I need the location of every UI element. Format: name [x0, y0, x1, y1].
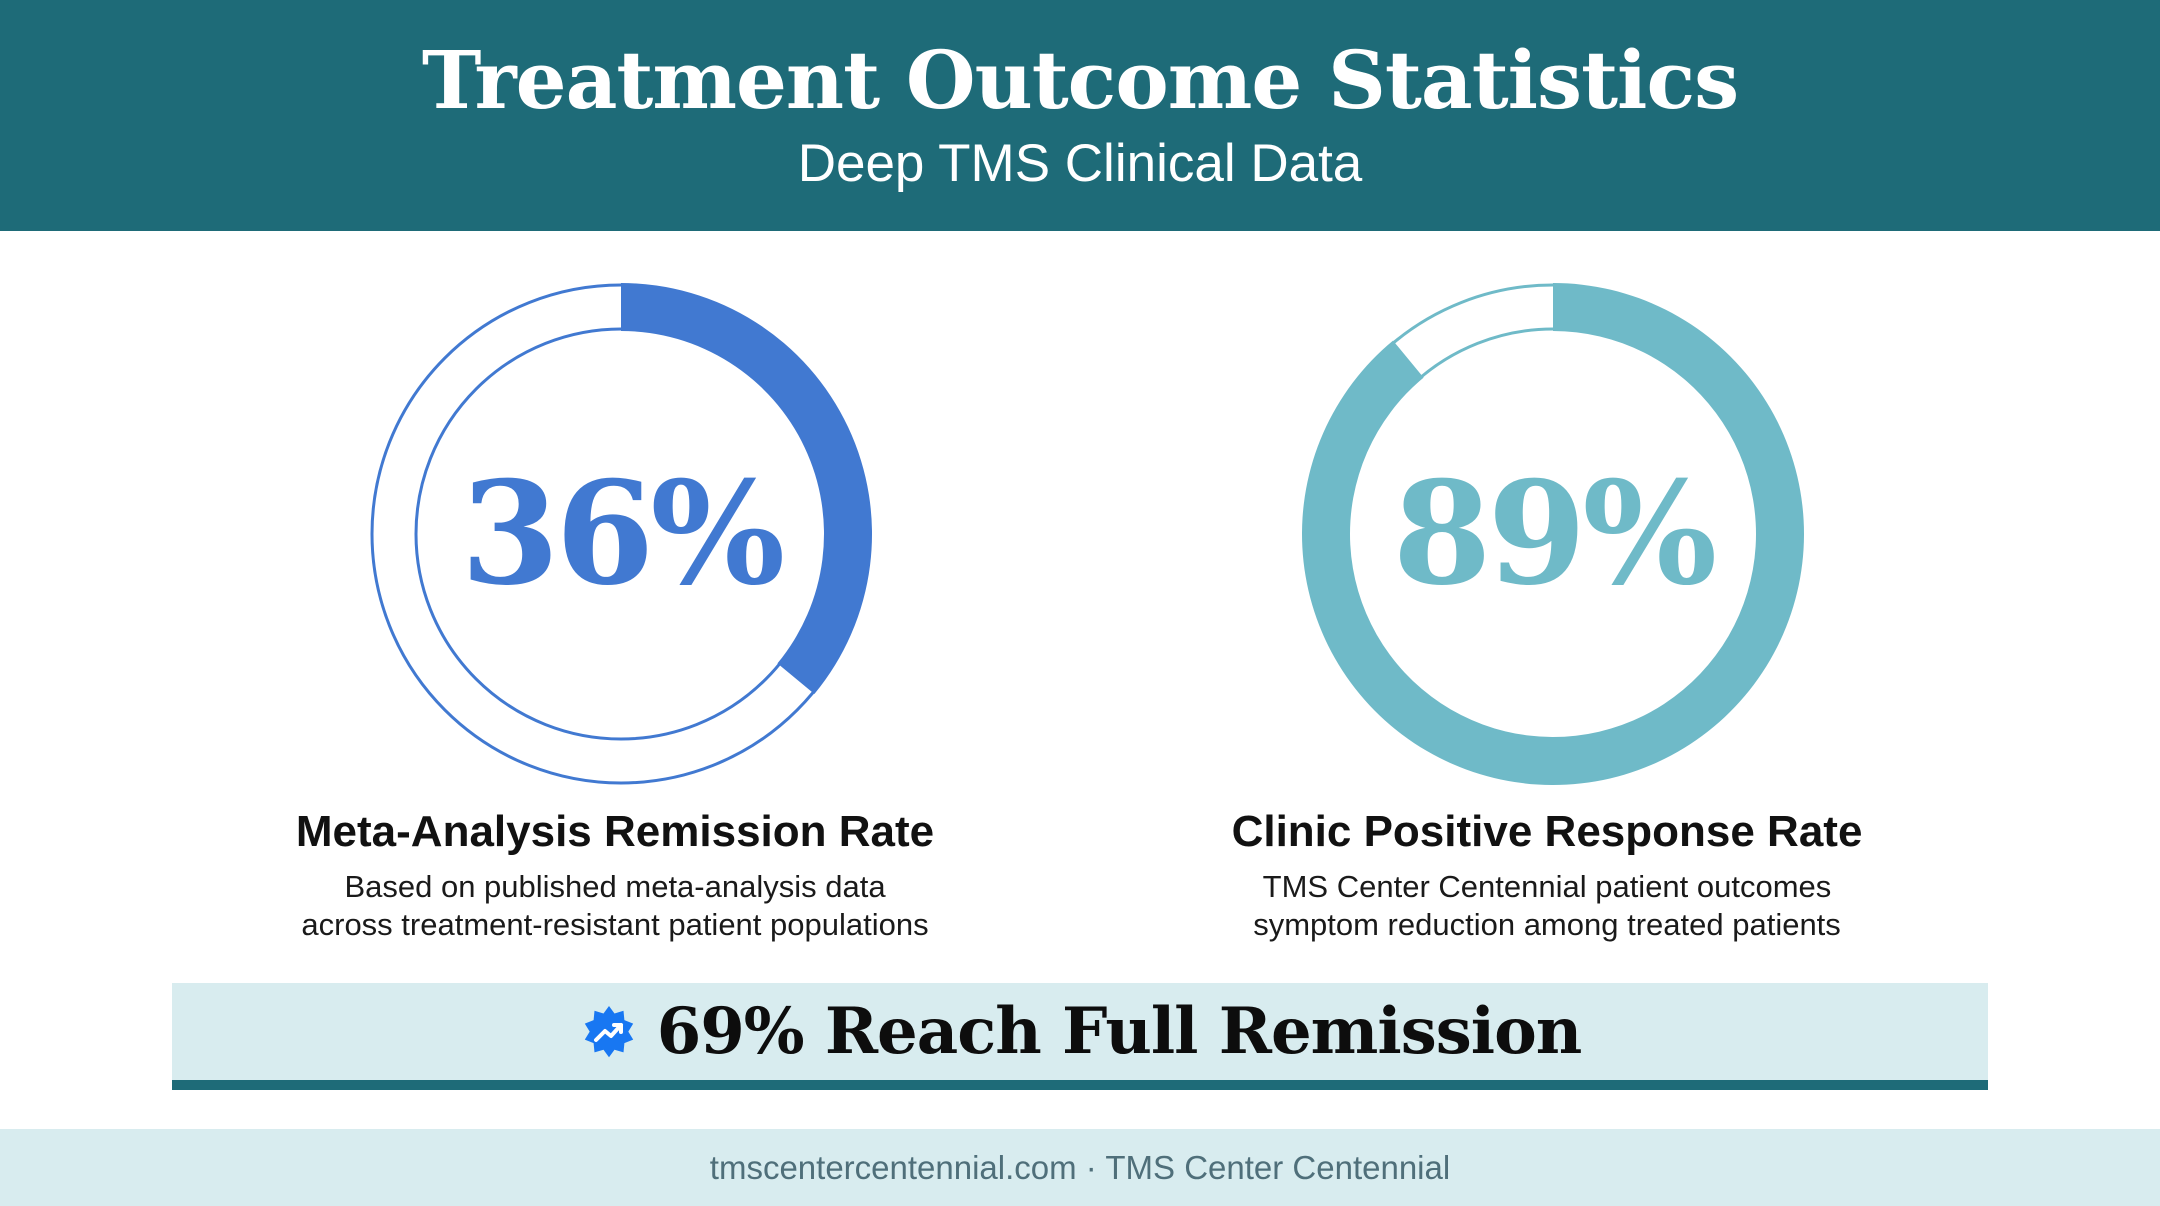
desc-line-2: across treatment-resistant patient popul…	[301, 907, 929, 942]
stat-card-remission: 36% Meta-Analysis Remission Rate Based o…	[185, 270, 1045, 960]
stat-card-response: 89% Clinic Positive Response Rate TMS Ce…	[1117, 270, 1977, 960]
stat-label-response: Clinic Positive Response Rate	[1231, 807, 1863, 856]
page-title: Treatment Outcome Statistics	[421, 33, 1739, 127]
ring-svg-remission	[370, 283, 872, 785]
stat-label-remission: Meta-Analysis Remission Rate	[295, 807, 935, 856]
stat-description-response: TMS Center Centennial patient outcomes s…	[1117, 868, 1977, 944]
desc-line-1: Based on published meta-analysis data	[344, 869, 886, 904]
progress-ring-response: 89%	[1295, 276, 1811, 792]
page-subtitle: Deep TMS Clinical Data	[797, 134, 1363, 193]
stat-value-response: 89%	[1392, 451, 1718, 617]
stat-value-remission: 36%	[460, 451, 786, 617]
footer-text[interactable]: tmscentercentennial.com · TMS Center Cen…	[709, 1149, 1451, 1186]
verified-badge-trend-icon	[584, 1005, 633, 1057]
progress-ring-remission: 36%	[363, 276, 879, 792]
header-bar: Treatment Outcome Statistics Deep TMS Cl…	[0, 0, 2160, 231]
desc-line-2: symptom reduction among treated patients	[1253, 907, 1841, 942]
highlight-banner: 69% Reach Full Remission	[172, 983, 1988, 1090]
desc-line-1: TMS Center Centennial patient outcomes	[1262, 869, 1832, 904]
footer-bar: tmscentercentennial.com · TMS Center Cen…	[0, 1129, 2160, 1206]
ring-svg-response	[1302, 283, 1804, 785]
stat-description-remission: Based on published meta-analysis data ac…	[185, 868, 1045, 944]
banner-text: 69% Reach Full Remission	[656, 993, 1583, 1069]
ring-arc-remission	[621, 283, 872, 694]
